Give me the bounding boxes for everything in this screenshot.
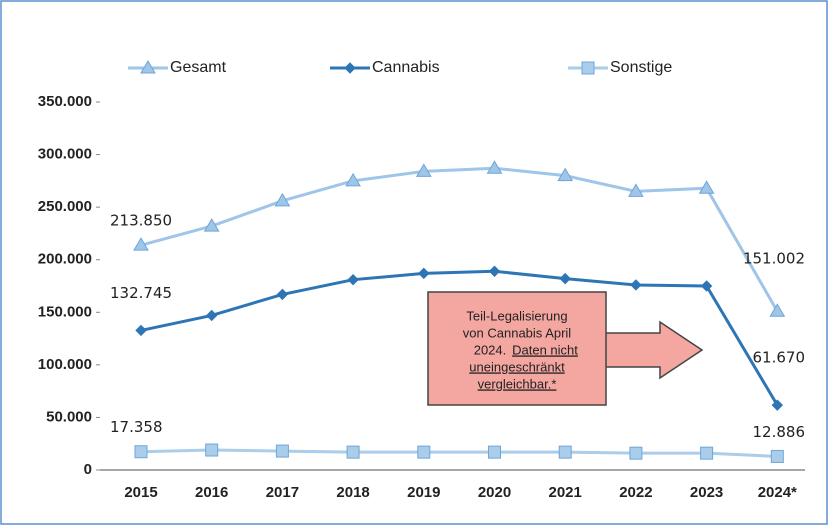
arrow <box>599 320 704 380</box>
x-tick-label: 2020 <box>478 484 511 501</box>
marker <box>700 280 713 292</box>
marker <box>344 62 356 74</box>
y-tick-label: 300.000 <box>38 146 92 163</box>
x-tick-label: 2023 <box>690 484 723 501</box>
data-label: 151.002 <box>743 250 805 268</box>
marker <box>347 273 359 286</box>
marker <box>205 443 219 457</box>
marker <box>700 446 714 460</box>
marker <box>276 288 289 301</box>
y-tick-label: 100.000 <box>38 356 92 373</box>
legend-label: Gesamt <box>170 59 227 76</box>
x-tick-label: 2019 <box>407 484 440 501</box>
annotation-text: vergleichbar.* <box>478 376 557 391</box>
x-tick-label: 2016 <box>195 484 228 501</box>
y-tick-label: 150.000 <box>38 303 92 320</box>
y-tick-label: 0 <box>84 461 92 478</box>
annotation-text: uneingeschränkt <box>469 359 565 374</box>
marker <box>557 167 574 182</box>
marker <box>345 172 361 187</box>
marker <box>581 61 595 75</box>
marker <box>135 324 147 337</box>
x-tick-label: 2022 <box>619 484 652 501</box>
marker <box>698 180 715 194</box>
marker <box>133 237 149 251</box>
series <box>133 160 786 317</box>
y-tick-label: 200.000 <box>38 251 92 268</box>
annotation-text: Daten nicht <box>512 342 578 357</box>
marker <box>486 160 503 174</box>
marker <box>275 444 289 458</box>
annotation-text: 2024. <box>474 342 507 357</box>
marker <box>628 183 644 197</box>
x-tick-label: 2024* <box>758 484 797 501</box>
x-tick-label: 2021 <box>549 484 582 501</box>
data-label: 17.358 <box>110 418 163 436</box>
marker <box>346 445 360 459</box>
marker <box>274 192 291 207</box>
annotation-text: Teil-Legalisierung <box>466 308 567 323</box>
marker <box>134 445 148 459</box>
data-label: 12.886 <box>753 423 806 441</box>
data-label: 132.745 <box>110 284 172 302</box>
marker <box>488 445 501 459</box>
marker <box>629 446 643 460</box>
series-line <box>140 269 779 406</box>
annotation-text: von Cannabis April <box>463 325 572 340</box>
marker <box>417 445 431 459</box>
marker <box>770 449 784 463</box>
marker <box>203 218 220 232</box>
x-tick-label: 2018 <box>336 484 369 501</box>
y-tick-label: 250.000 <box>38 198 92 215</box>
series <box>134 443 784 463</box>
marker <box>140 60 156 74</box>
marker <box>771 399 784 411</box>
marker <box>418 267 430 280</box>
marker <box>488 265 501 277</box>
annotation-box <box>427 291 607 406</box>
marker <box>415 163 432 177</box>
x-tick-label: 2017 <box>266 484 299 501</box>
marker <box>769 303 786 317</box>
marker <box>558 445 572 459</box>
x-tick-label: 2015 <box>124 484 157 501</box>
annotation: Teil-Legalisierung von Cannabis April 2024… <box>427 291 704 406</box>
marker <box>559 272 571 285</box>
series <box>135 265 784 411</box>
legend-label: Sonstige <box>610 59 672 76</box>
y-tick-label: 350.000 <box>38 93 92 110</box>
series-line <box>140 166 779 312</box>
data-label: 213.850 <box>110 212 172 230</box>
data-label: 61.670 <box>753 349 806 367</box>
marker <box>205 309 218 322</box>
series-line <box>140 448 778 458</box>
y-tick-label: 50.000 <box>46 408 92 425</box>
legend-label: Cannabis <box>372 59 440 76</box>
marker <box>630 279 642 291</box>
